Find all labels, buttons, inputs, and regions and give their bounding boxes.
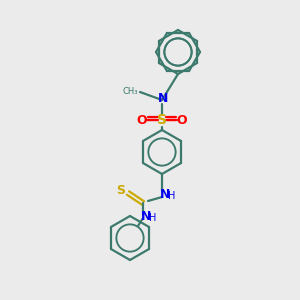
Text: O: O [137, 113, 147, 127]
Text: N: N [141, 211, 151, 224]
Text: H: H [149, 213, 157, 223]
Text: H: H [168, 191, 176, 201]
Text: CH₃: CH₃ [122, 86, 138, 95]
Text: N: N [160, 188, 170, 202]
Text: O: O [177, 113, 187, 127]
Text: N: N [158, 92, 168, 104]
Text: S: S [116, 184, 125, 196]
Text: S: S [157, 113, 167, 127]
